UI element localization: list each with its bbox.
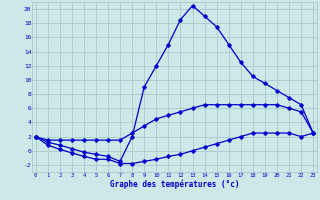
X-axis label: Graphe des températures (°c): Graphe des températures (°c) (110, 179, 239, 189)
